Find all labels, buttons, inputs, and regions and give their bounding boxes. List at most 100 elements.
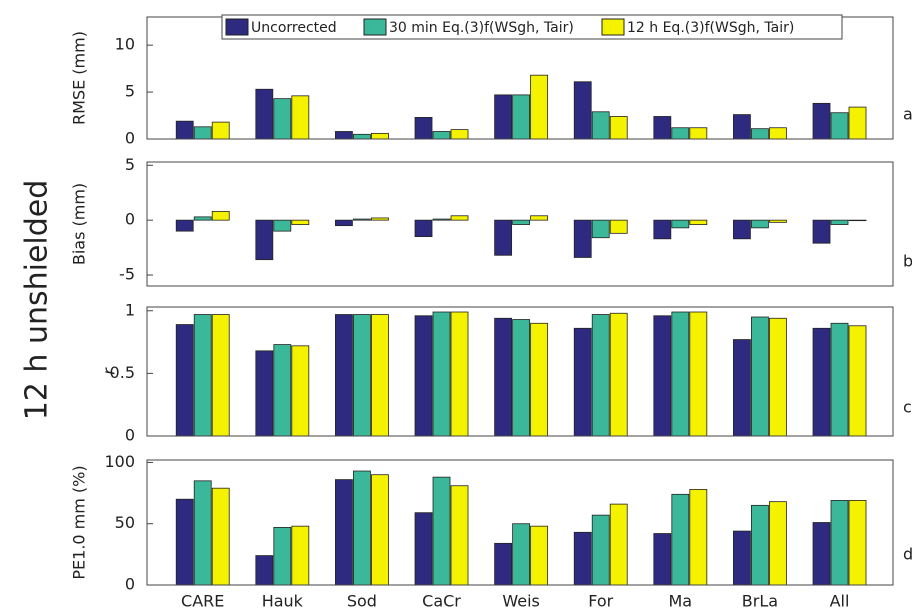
bar [848,325,867,437]
y-axis-label: RMSE (mm) [70,31,89,125]
panel-letter: c [903,398,912,417]
y-tick-label: 100 [104,452,135,471]
bar [414,117,433,140]
y-tick-label: 10 [115,35,135,54]
bar [751,316,769,437]
bar [450,485,469,586]
axes-frame [146,161,894,287]
bar [609,116,628,140]
bar [291,219,310,225]
bar [335,131,353,140]
bar [609,503,628,586]
bar [291,345,310,437]
bar [211,210,230,221]
bar [573,531,592,586]
x-tick-label: CaCr [422,592,461,611]
bar [733,114,751,140]
bar [512,94,531,140]
axes-frame [146,459,894,586]
bar [530,525,549,586]
bar [494,219,513,256]
x-tick-label: CARE [181,592,224,611]
bar [291,95,310,140]
x-tick-label: BrLa [742,592,778,611]
bar [193,216,212,221]
bar [335,219,353,227]
row-label: 12 h unshielded [20,180,55,421]
y-tick-label: 0 [125,129,135,148]
bar [175,324,194,437]
x-tick-label: Ma [669,592,693,611]
legend-label: Uncorrected [251,20,337,36]
bar [653,219,672,240]
bar [848,219,867,222]
bar [530,322,549,437]
y-axis-label: PE1.0 mm (%) [70,465,89,579]
y-tick-label: 0 [125,426,135,445]
y-tick-label: 0 [125,210,135,229]
legend-label: 12 h Eq.(3)f(WSgh, Tair) [627,20,794,36]
bar [769,219,787,223]
bar [255,219,274,261]
bar [591,314,610,437]
bar [751,128,769,140]
x-tick-label: For [588,592,613,611]
bar [494,317,513,437]
bar [255,555,274,586]
bar [591,111,610,140]
bar [751,504,769,586]
bar [689,311,708,437]
bar [671,127,690,140]
bar [769,501,787,586]
bar [273,98,292,140]
bar [175,219,194,232]
bar [512,523,531,586]
y-tick-label: 0 [125,575,135,594]
bar [371,314,389,437]
bar [371,132,389,140]
legend-swatch [601,18,625,36]
bar [353,218,371,221]
y-tick-label: 50 [115,513,135,532]
bar [255,88,274,140]
bar [591,514,610,586]
bar [609,219,628,234]
x-tick-label: Hauk [262,592,304,611]
x-tick-label: Sod [347,592,377,611]
legend-swatch [225,18,249,36]
bar [530,74,549,140]
y-tick-label: 1 [125,300,135,319]
bar [193,126,212,140]
bar [689,219,708,225]
bar [653,533,672,586]
bar [273,527,292,586]
bar [830,500,849,586]
bar [769,317,787,437]
bar [848,500,867,586]
bar [371,474,389,586]
bar [291,525,310,586]
bar [432,476,451,586]
bar [671,493,690,586]
bar [812,522,831,586]
bar [353,314,371,437]
bar [273,344,292,437]
bar [371,217,389,221]
legend: Uncorrected 30 min Eq.(3)f(WSgh, Tair) 12 … [221,14,843,40]
bar [812,219,831,244]
bar [812,327,831,437]
bar [733,339,751,437]
bar [830,219,849,225]
bar [255,350,274,437]
bar [494,542,513,586]
bar [653,116,672,140]
bar [432,131,451,140]
y-tick-label: 5 [125,155,135,174]
legend-box [221,14,843,40]
bar [609,312,628,437]
bar [733,219,751,240]
bar [751,219,769,229]
bar [450,311,469,437]
bar [769,127,787,140]
